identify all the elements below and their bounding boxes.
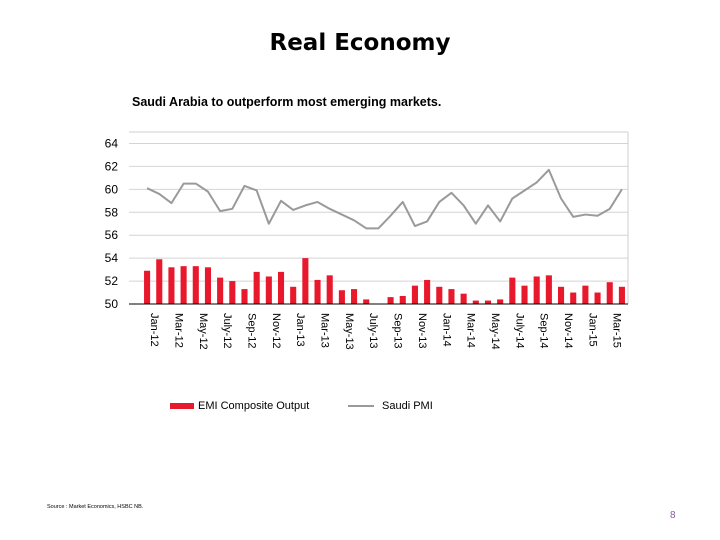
emi-bar: [387, 297, 394, 304]
x-tick-label: Mar-15: [611, 313, 623, 348]
x-tick-label: Mar-12: [172, 313, 184, 348]
source-note: Source : Market Economics, HSBC NB.: [47, 504, 144, 510]
emi-bar: [545, 275, 552, 304]
emi-bar: [582, 285, 589, 304]
emi-bar: [144, 270, 151, 304]
chart-title: Saudi Arabia to outperform most emerging…: [132, 95, 442, 109]
x-tick-label: May-12: [197, 313, 209, 350]
emi-bar: [302, 258, 309, 304]
y-tick-label: 56: [105, 228, 119, 242]
emi-bar: [168, 267, 175, 304]
emi-bar: [606, 282, 613, 304]
legend-swatch-pmi: [348, 405, 374, 408]
emi-bar: [424, 279, 431, 304]
x-tick-label: Sep-12: [245, 313, 257, 348]
x-tick-label: July-13: [367, 313, 379, 348]
emi-bar: [460, 293, 467, 304]
x-tick-label: May-13: [343, 313, 355, 350]
legend-item-emi: EMI Composite Output: [170, 400, 309, 412]
emi-bar: [570, 292, 577, 304]
emi-bar: [253, 271, 260, 304]
y-tick-label: 60: [105, 182, 119, 196]
emi-bar: [448, 289, 455, 304]
emi-bar: [533, 276, 540, 304]
legend-label-emi: EMI Composite Output: [198, 400, 310, 412]
emi-bar: [399, 295, 406, 304]
emi-bar: [290, 286, 297, 304]
emi-bar: [497, 299, 504, 304]
emi-bar: [156, 259, 163, 304]
y-tick-label: 62: [105, 159, 119, 173]
x-tick-label: Nov-14: [562, 313, 574, 348]
emi-bar: [265, 276, 272, 304]
emi-bar: [204, 267, 212, 304]
emi-bar: [411, 285, 418, 304]
x-tick-label: Jan-14: [440, 313, 452, 347]
emi-bar: [484, 300, 492, 304]
x-tick-label: Mar-13: [319, 313, 331, 348]
y-tick-label: 52: [105, 274, 119, 288]
emi-bar: [180, 266, 187, 304]
emi-bar: [509, 277, 516, 304]
slide-title: Real Economy: [269, 30, 451, 56]
emi-bar: [277, 271, 285, 304]
emi-bar: [594, 292, 601, 304]
page-number: 8: [670, 510, 676, 521]
emi-bar: [618, 286, 625, 304]
x-tick-label: Jan-12: [148, 313, 160, 347]
x-tick-label: Jan-15: [586, 313, 598, 347]
pmi-line: [146, 168, 623, 230]
emi-bar: [217, 277, 224, 304]
x-tick-label: May-14: [489, 313, 501, 350]
y-tick-label: 50: [105, 297, 119, 311]
emi-bar: [326, 275, 333, 304]
x-tick-label: Sep-14: [538, 313, 550, 348]
emi-bar: [363, 299, 370, 304]
x-tick-label: July-12: [221, 313, 233, 348]
emi-bar: [351, 289, 358, 304]
emi-bar: [338, 290, 345, 304]
x-tick-label: Sep-13: [392, 313, 404, 348]
x-tick-label: Nov-13: [416, 313, 428, 348]
emi-bar: [472, 300, 479, 304]
x-tick-label: Jan-13: [294, 313, 306, 347]
x-tick-label: Nov-12: [270, 313, 282, 348]
emi-bar: [557, 286, 565, 304]
legend-label-pmi: Saudi PMI: [382, 400, 433, 412]
x-tick-label: Mar-14: [465, 313, 477, 348]
y-tick-label: 64: [105, 136, 119, 150]
x-tick-label: July-14: [513, 313, 525, 348]
legend-item-pmi: Saudi PMI: [348, 400, 433, 412]
emi-bar: [521, 285, 528, 304]
emi-bar: [192, 266, 199, 304]
emi-bar: [436, 286, 443, 304]
emi-bar: [229, 281, 236, 304]
emi-bar: [314, 279, 321, 304]
emi-bar: [241, 289, 248, 304]
y-tick-label: 54: [105, 251, 119, 265]
legend-swatch-emi: [170, 403, 194, 410]
y-tick-label: 58: [105, 205, 119, 219]
